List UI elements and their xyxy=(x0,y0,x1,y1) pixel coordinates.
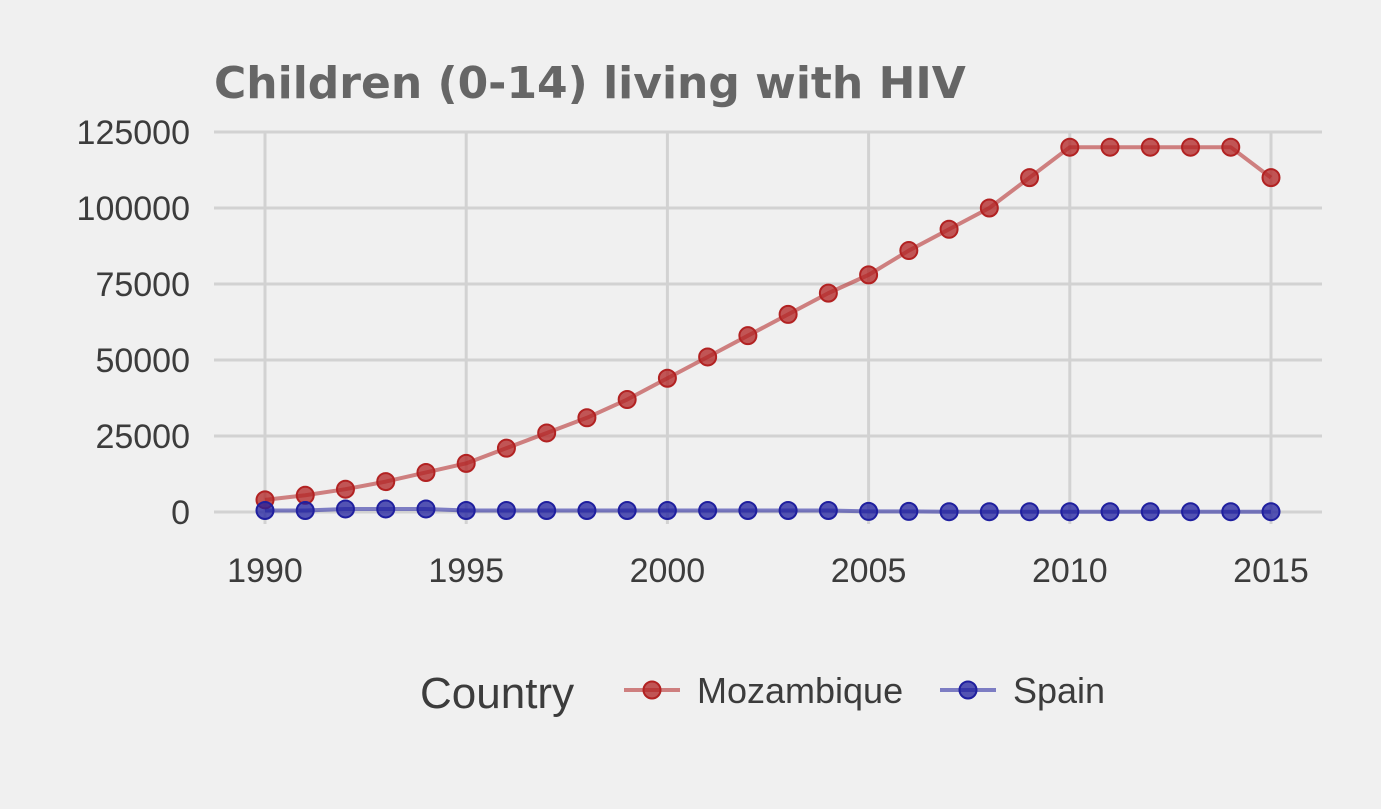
data-point-mozambique xyxy=(818,283,838,303)
data-point-spain xyxy=(939,502,959,522)
data-point-mozambique xyxy=(577,408,597,428)
data-point-spain xyxy=(1100,502,1120,522)
data-point-mozambique xyxy=(738,326,758,346)
legend-key-point xyxy=(958,680,978,700)
legend: Country Mozambique Spain xyxy=(420,669,1105,718)
data-point-mozambique xyxy=(335,479,355,499)
legend-key-point xyxy=(642,680,662,700)
x-tick-label: 2005 xyxy=(831,552,907,590)
chart-title: Children (0-14) living with HIV xyxy=(214,58,966,109)
data-point-mozambique xyxy=(456,453,476,473)
y-tick-label: 0 xyxy=(171,494,190,532)
data-point-spain xyxy=(456,500,476,520)
data-point-mozambique xyxy=(1181,137,1201,157)
data-point-spain xyxy=(778,500,798,520)
legend-label: Mozambique xyxy=(697,670,903,711)
data-point-mozambique xyxy=(1100,137,1120,157)
data-point-spain xyxy=(738,500,758,520)
series-mozambique xyxy=(255,137,1281,510)
series-spain xyxy=(255,499,1281,522)
data-point-mozambique xyxy=(1140,137,1160,157)
legend-label: Spain xyxy=(1013,670,1105,711)
data-point-mozambique xyxy=(698,347,718,367)
data-point-spain xyxy=(335,499,355,519)
data-point-mozambique xyxy=(1060,137,1080,157)
data-point-spain xyxy=(255,500,275,520)
data-point-mozambique xyxy=(899,241,919,261)
data-point-spain xyxy=(899,501,919,521)
data-point-mozambique xyxy=(859,265,879,285)
data-point-spain xyxy=(1020,502,1040,522)
series-layer xyxy=(255,137,1281,522)
data-point-spain xyxy=(859,501,879,521)
data-point-mozambique xyxy=(1221,137,1241,157)
data-point-mozambique xyxy=(939,219,959,239)
data-point-mozambique xyxy=(496,438,516,458)
data-point-spain xyxy=(1181,502,1201,522)
data-point-mozambique xyxy=(979,198,999,218)
data-point-mozambique xyxy=(778,304,798,324)
y-tick-label: 125000 xyxy=(77,114,190,152)
data-point-mozambique xyxy=(1020,168,1040,188)
data-point-spain xyxy=(1221,502,1241,522)
data-point-spain xyxy=(1060,502,1080,522)
data-point-spain xyxy=(617,500,637,520)
y-tick-label: 25000 xyxy=(95,418,190,456)
y-tick-label: 100000 xyxy=(77,190,190,228)
data-point-mozambique xyxy=(657,368,677,388)
x-tick-label: 2010 xyxy=(1032,552,1108,590)
data-point-spain xyxy=(698,500,718,520)
legend-item-mozambique: Mozambique xyxy=(624,670,903,711)
x-tick-label: 1990 xyxy=(227,552,303,590)
legend-item-spain: Spain xyxy=(940,670,1105,711)
data-point-spain xyxy=(657,500,677,520)
legend-title: Country xyxy=(420,669,574,718)
data-point-mozambique xyxy=(1261,168,1281,188)
data-point-spain xyxy=(818,500,838,520)
grid-layer xyxy=(214,130,1322,524)
x-tick-label: 2000 xyxy=(630,552,706,590)
data-point-spain xyxy=(376,499,396,519)
data-point-spain xyxy=(979,502,999,522)
data-point-mozambique xyxy=(416,462,436,482)
data-point-spain xyxy=(537,500,557,520)
data-point-mozambique xyxy=(617,390,637,410)
y-axis-ticks: 0 25000 50000 75000 100000 125000 xyxy=(77,114,190,532)
x-tick-label: 2015 xyxy=(1233,552,1309,590)
x-tick-label: 1995 xyxy=(428,552,504,590)
y-tick-label: 75000 xyxy=(95,266,190,304)
y-tick-label: 50000 xyxy=(95,342,190,380)
data-point-mozambique xyxy=(537,423,557,443)
data-point-spain xyxy=(416,499,436,519)
x-axis-ticks: 1990 1995 2000 2005 2010 2015 xyxy=(227,552,1309,590)
data-point-spain xyxy=(496,500,516,520)
data-point-spain xyxy=(1261,502,1281,522)
data-point-mozambique xyxy=(376,472,396,492)
data-point-spain xyxy=(1140,502,1160,522)
data-point-spain xyxy=(295,500,315,520)
data-point-spain xyxy=(577,500,597,520)
